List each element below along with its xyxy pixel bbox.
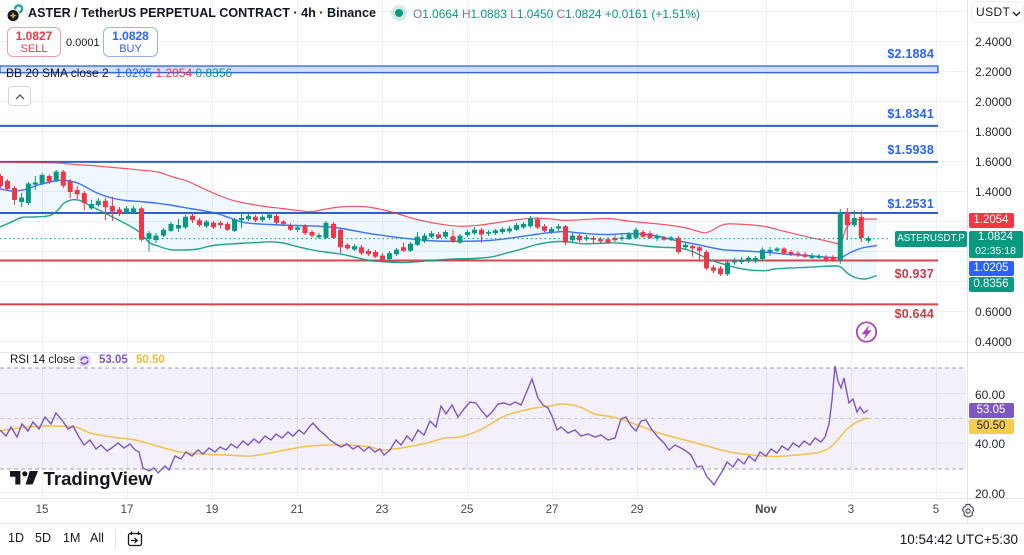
svg-text:TradingView: TradingView xyxy=(43,471,153,489)
